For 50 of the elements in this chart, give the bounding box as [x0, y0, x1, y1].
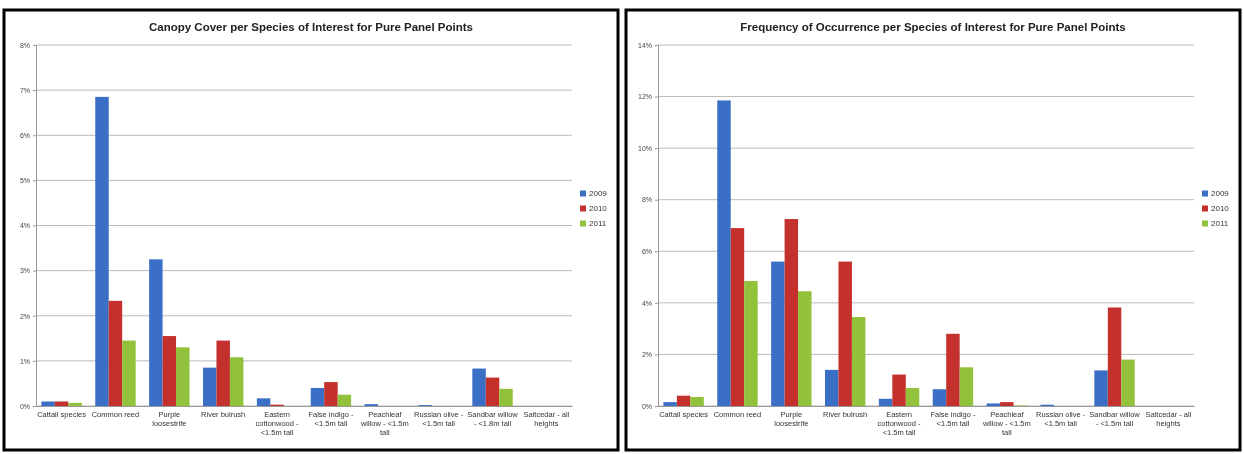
bar	[122, 340, 136, 406]
bar	[1000, 402, 1014, 406]
chart-title: Frequency of Occurrence per Species of Interest for Pure Panel Points	[740, 21, 1126, 33]
bar	[162, 336, 177, 406]
legend-label: 2010	[589, 203, 608, 213]
bar	[1107, 307, 1122, 406]
bar	[744, 280, 758, 406]
bar	[216, 340, 230, 406]
bar	[229, 357, 244, 406]
bar	[41, 401, 55, 406]
bar	[798, 291, 812, 406]
bar	[771, 261, 785, 406]
legend-label: 2009	[589, 188, 608, 198]
bar	[176, 347, 190, 406]
bar	[878, 398, 893, 406]
legend-label: 2009	[1211, 188, 1230, 198]
bar	[825, 369, 839, 406]
bar	[1094, 370, 1108, 406]
bar	[690, 396, 704, 406]
bar	[905, 387, 920, 406]
bar	[784, 219, 799, 406]
bar	[663, 402, 677, 406]
bar	[959, 367, 974, 406]
bar	[676, 395, 691, 406]
bar	[324, 382, 338, 406]
bar	[472, 368, 486, 406]
chart-title: Canopy Cover per Species of Interest for Pure Panel Points	[148, 21, 474, 33]
bar	[730, 228, 745, 406]
legend-label: 2011	[589, 218, 607, 228]
bar	[892, 374, 906, 406]
bar	[337, 394, 352, 406]
bar	[717, 100, 731, 406]
bar	[485, 377, 500, 406]
legend-label: 2010	[1211, 203, 1230, 213]
bar	[946, 333, 960, 406]
bar	[310, 387, 325, 406]
bar	[149, 259, 163, 406]
bar	[54, 401, 69, 406]
bar	[256, 398, 271, 406]
bar	[108, 300, 123, 406]
bar	[68, 402, 82, 406]
bar	[1121, 359, 1135, 406]
bar	[932, 389, 947, 406]
bar	[499, 388, 513, 406]
bar	[95, 96, 109, 406]
legend-label: 2011	[1211, 218, 1229, 228]
bar	[851, 317, 866, 406]
bar	[203, 367, 217, 406]
bar	[838, 261, 852, 406]
bar	[986, 403, 1001, 406]
